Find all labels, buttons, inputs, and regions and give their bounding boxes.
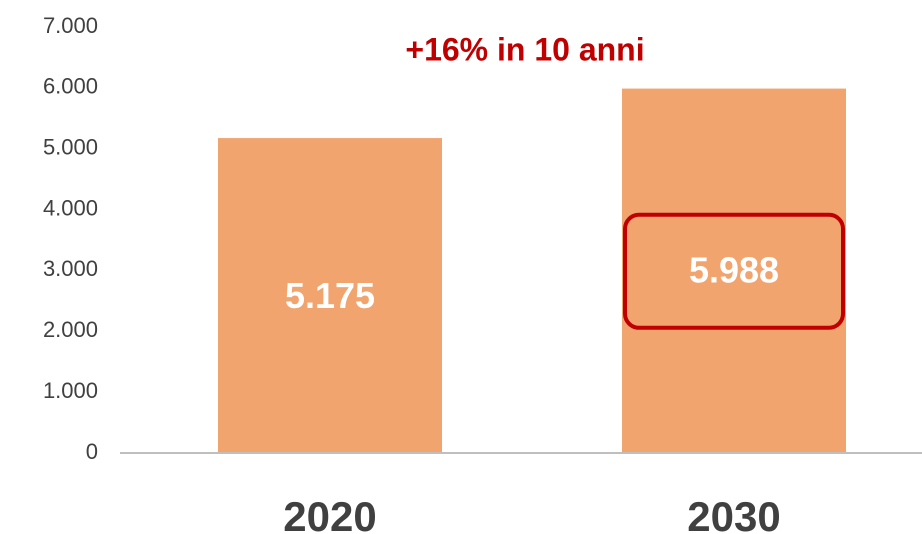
highlight-box bbox=[623, 212, 845, 330]
y-tick-label: 6.000 bbox=[43, 74, 98, 99]
x-tick-label: 2020 bbox=[283, 493, 376, 534]
value-label: 5.175 bbox=[285, 275, 375, 316]
y-tick-label: 2.000 bbox=[43, 317, 98, 342]
annotation: +16% in 10 anni bbox=[405, 31, 644, 67]
y-tick-label: 0 bbox=[86, 439, 98, 464]
y-tick-label: 4.000 bbox=[43, 195, 98, 220]
x-tick-label: 2030 bbox=[687, 493, 780, 534]
bar bbox=[622, 88, 846, 453]
y-tick-label: 3.000 bbox=[43, 256, 98, 281]
y-tick-label: 5.000 bbox=[43, 135, 98, 160]
y-tick-label: 7.000 bbox=[43, 13, 98, 38]
value-label: 5.988 bbox=[689, 249, 779, 290]
y-tick-label: 1.000 bbox=[43, 378, 98, 403]
bar bbox=[218, 138, 442, 454]
